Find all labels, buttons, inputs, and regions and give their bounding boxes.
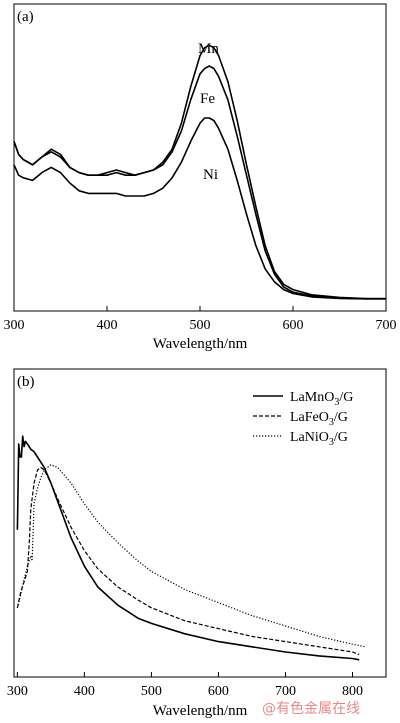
annotation-fe: Fe — [200, 91, 215, 107]
series-line-lafeo3-g — [16, 466, 360, 656]
x-tick-label: 600 — [283, 318, 304, 333]
panel-b: (b) 300 400 500 600 700 800 LaMnO3/GLaFeO3/GL… — [7, 368, 387, 719]
panel-a: (a) 300 400 500 600 700 Mn Fe Ni Wavelength/… — [4, 3, 397, 352]
x-tick-label: 600 — [208, 684, 229, 699]
x-tick-label: 500 — [141, 684, 162, 699]
panel-a-x-ticks: 300 400 500 600 700 — [4, 306, 397, 333]
panel-a-label: (a) — [17, 9, 34, 25]
legend-label-subscript: 3 — [329, 437, 334, 448]
legend-label-subscript: 3 — [334, 397, 339, 408]
x-tick-label: 500 — [190, 318, 211, 333]
panel-b-frame — [13, 368, 387, 678]
annotation-ni: Ni — [203, 167, 218, 183]
x-tick-label: 400 — [74, 684, 95, 699]
series-line-lamno3-g — [16, 435, 360, 661]
series-line-lanio3-g — [16, 464, 367, 648]
legend-label-base: LaNiO — [290, 430, 329, 445]
legend-label-tail: /G — [334, 430, 348, 445]
panel-a-x-axis-label: Wavelength/nm — [153, 336, 248, 352]
legend-label-base: LaMnO — [290, 390, 334, 405]
legend-label-base: LaFeO — [290, 410, 329, 425]
panel-b-x-ticks: 300 400 500 600 700 800 — [7, 672, 363, 699]
x-tick-label: 700 — [376, 318, 397, 333]
watermark: @有色金属在线 — [262, 700, 360, 717]
legend-entry-label: LaFeO3/G — [290, 410, 348, 428]
series-line-fe — [13, 65, 386, 300]
x-tick-label: 300 — [4, 318, 25, 333]
legend-label-tail: /G — [334, 410, 348, 425]
x-tick-label: 800 — [342, 684, 363, 699]
legend-label-subscript: 3 — [329, 417, 334, 428]
series-line-ni — [13, 117, 386, 300]
x-tick-label: 700 — [275, 684, 296, 699]
panel-a-series — [13, 44, 386, 300]
panel-b-label: (b) — [17, 374, 35, 390]
panel-b-x-axis-label: Wavelength/nm — [153, 703, 248, 719]
legend-label-tail: /G — [339, 390, 353, 405]
annotation-mn: Mn — [198, 41, 219, 57]
x-tick-label: 300 — [7, 684, 28, 699]
legend-entry-label: LaNiO3/G — [290, 430, 348, 448]
series-line-mn — [13, 44, 386, 300]
legend-entry-label: LaMnO3/G — [290, 390, 353, 408]
x-tick-label: 400 — [97, 318, 118, 333]
panel-b-series — [16, 435, 367, 661]
